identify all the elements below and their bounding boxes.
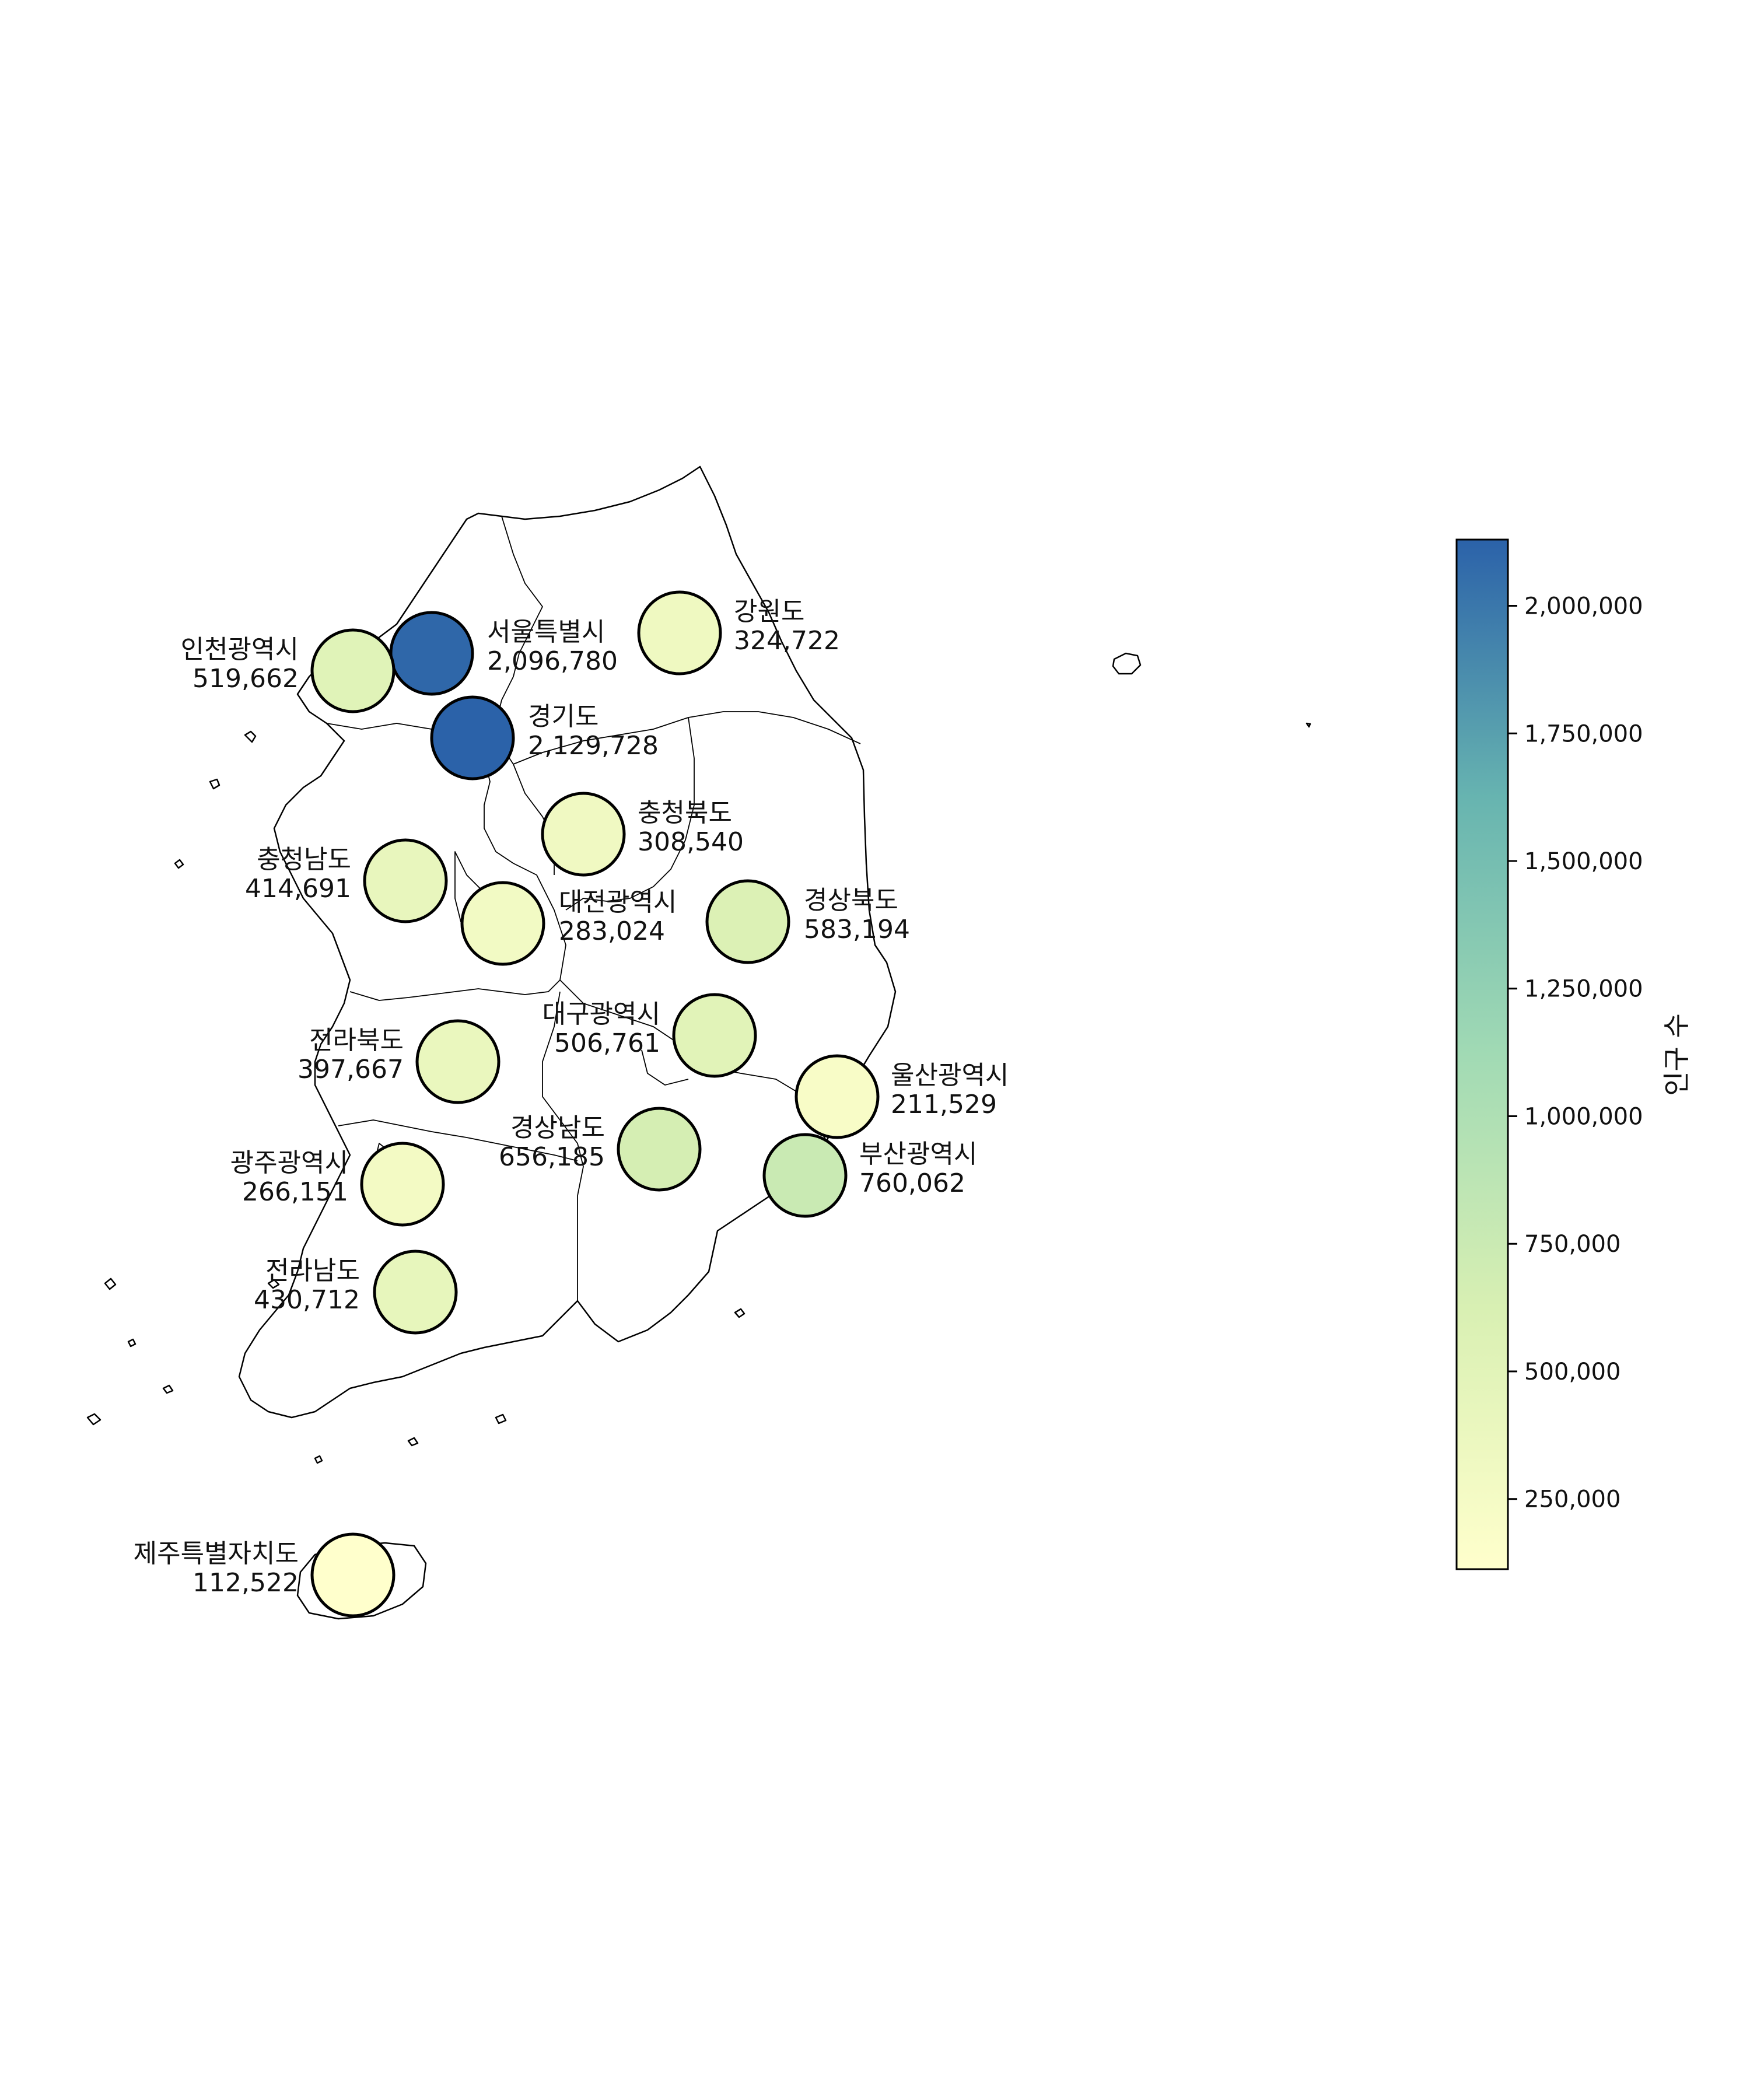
region-name-chungnam: 충청남도 [257, 845, 351, 874]
colorbar-tick-label: 250,000 [1524, 1486, 1620, 1513]
bubble-jeonnam [373, 1250, 458, 1335]
bubble-incheon [310, 628, 396, 713]
region-value-gyeonggi: 2,129,728 [528, 731, 659, 761]
colorbar-tick-label: 750,000 [1524, 1231, 1620, 1258]
region-value-jeju: 112,522 [192, 1568, 299, 1598]
region-name-gyeonggi: 경기도 [528, 702, 598, 732]
bubble-gyeongnam [617, 1107, 702, 1192]
colorbar: 250,000 500,000 750,000 1,000,000 1,250,000 1… [1455, 538, 1692, 1570]
region-value-daejeon: 283,024 [559, 916, 665, 946]
region-name-busan: 부산광역시 [859, 1139, 977, 1169]
region-name-jeju: 제주특별자치도 [134, 1539, 299, 1569]
region-name-seoul: 서울특별시 [487, 617, 605, 647]
bubble-gangwon [637, 590, 722, 676]
region-value-gyeongbuk: 583,194 [804, 915, 910, 944]
colorbar-tick-label: 1,000,000 [1524, 1103, 1643, 1130]
region-value-gwangju: 266,151 [242, 1177, 348, 1207]
region-value-daegu: 506,761 [554, 1028, 660, 1058]
bubble-jeju [310, 1532, 396, 1618]
bubble-ulsan [794, 1054, 880, 1139]
region-name-gyeongbuk: 경상북도 [804, 886, 898, 915]
region-value-jeonbuk: 397,667 [298, 1055, 404, 1084]
region-value-busan: 760,062 [859, 1168, 965, 1198]
colorbar-tick-label: 1,750,000 [1524, 720, 1643, 747]
region-value-seoul: 2,096,780 [487, 646, 618, 676]
region-value-jeonnam: 430,712 [254, 1285, 360, 1315]
colorbar-ticks: 250,000 500,000 750,000 1,000,000 1,250,000 1… [1508, 593, 1643, 1513]
region-name-ulsan: 울산광역시 [891, 1060, 1009, 1090]
bubble-gwangju [360, 1142, 445, 1227]
bubble-daejeon [460, 881, 545, 966]
bubble-chungnam [363, 838, 448, 923]
bubble-daegu [672, 993, 757, 1078]
region-name-gyeongnam: 경상남도 [510, 1113, 605, 1143]
bubble-chungbuk [541, 792, 626, 877]
bubble-gyeongbuk [705, 879, 790, 964]
region-value-chungnam: 414,691 [245, 874, 351, 904]
region-name-jeonbuk: 전라북도 [309, 1026, 404, 1055]
coastal-islands [86, 730, 746, 1464]
bubble-gyeonggi [430, 695, 515, 780]
colorbar-gradient [1455, 538, 1509, 1570]
region-value-incheon: 519,662 [192, 664, 299, 694]
ulleungdo-outline [1112, 652, 1142, 675]
bubble-seoul [389, 611, 474, 696]
jeju-outline [296, 1542, 427, 1620]
bubble-busan [762, 1133, 848, 1218]
colorbar-tick-label: 1,500,000 [1524, 848, 1643, 875]
colorbar-tick-label: 500,000 [1524, 1359, 1620, 1385]
dokdo-outline [1306, 722, 1311, 728]
region-name-jeonnam: 전라남도 [265, 1256, 360, 1286]
colorbar-tick-label: 2,000,000 [1524, 593, 1643, 620]
region-name-daegu: 대구광역시 [542, 999, 660, 1029]
region-name-gwangju: 광주광역시 [230, 1148, 348, 1178]
region-value-gyeongnam: 656,185 [499, 1142, 605, 1172]
region-name-daejeon: 대전광역시 [559, 887, 677, 917]
region-value-chungbuk: 308,540 [638, 827, 744, 857]
colorbar-tick-label: 1,250,000 [1524, 976, 1643, 1003]
bubble-jeonbuk [415, 1019, 501, 1104]
region-value-ulsan: 211,529 [891, 1090, 997, 1119]
region-name-incheon: 인천광역시 [181, 635, 299, 664]
region-name-gangwon: 강원도 [734, 597, 804, 626]
region-value-gangwon: 324,722 [734, 626, 840, 656]
region-name-chungbuk: 충청북도 [638, 798, 732, 828]
colorbar-title: 인구 수 [1661, 1013, 1692, 1096]
